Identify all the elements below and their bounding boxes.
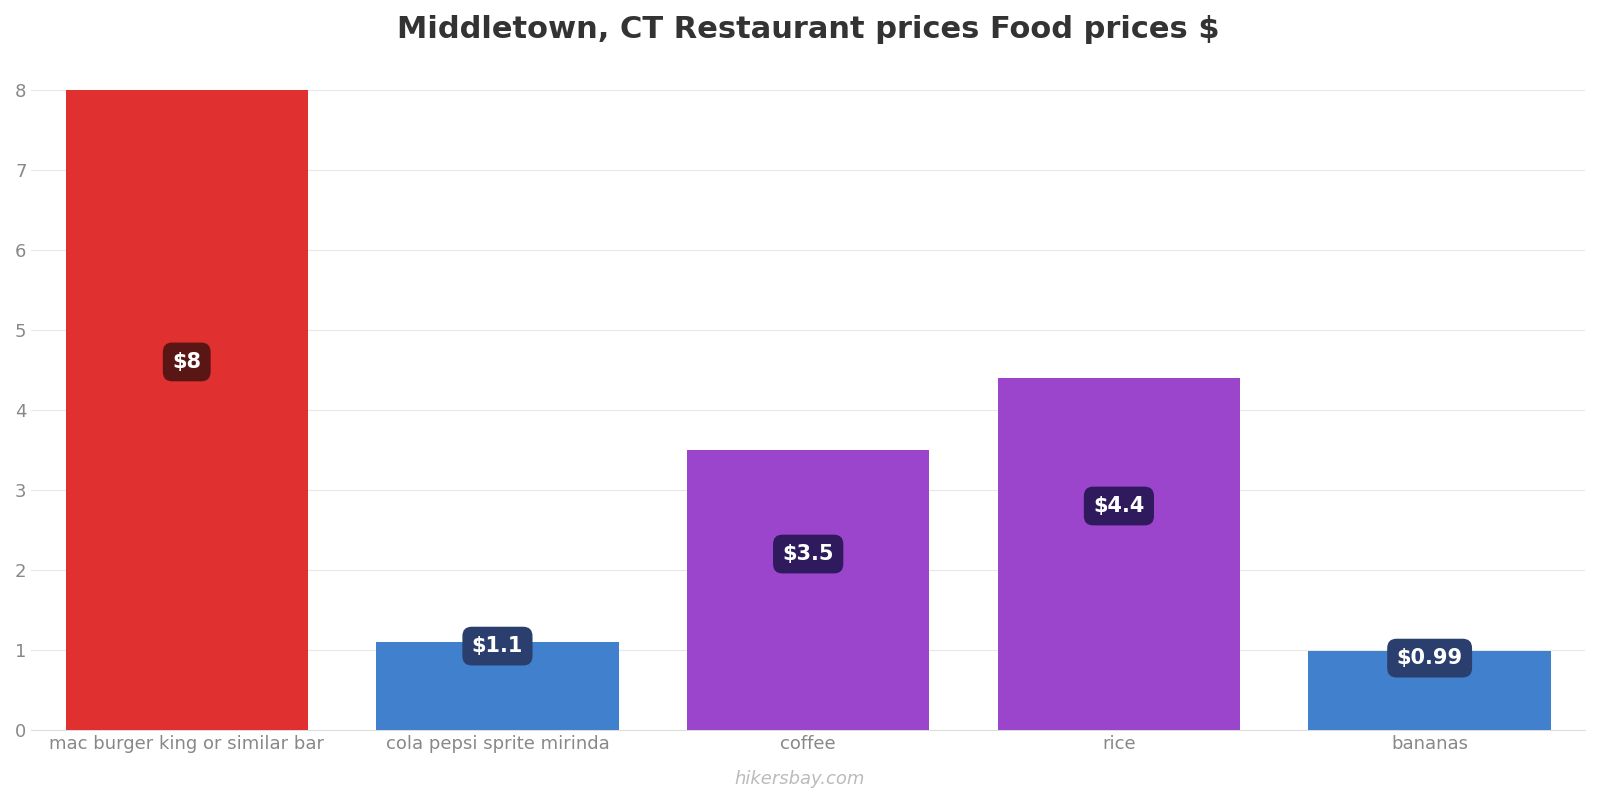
Text: $8: $8	[173, 352, 202, 372]
Bar	[66, 90, 307, 730]
Text: $4.4: $4.4	[1093, 496, 1144, 516]
Text: hikersbay.com: hikersbay.com	[734, 770, 866, 788]
Bar	[686, 450, 930, 730]
Text: $1.1: $1.1	[472, 636, 523, 656]
Text: $3.5: $3.5	[782, 544, 834, 564]
Bar	[998, 378, 1240, 730]
Title: Middletown, CT Restaurant prices Food prices $: Middletown, CT Restaurant prices Food pr…	[397, 15, 1219, 44]
Bar	[376, 642, 619, 730]
Bar	[1309, 651, 1550, 730]
Text: $0.99: $0.99	[1397, 648, 1462, 668]
